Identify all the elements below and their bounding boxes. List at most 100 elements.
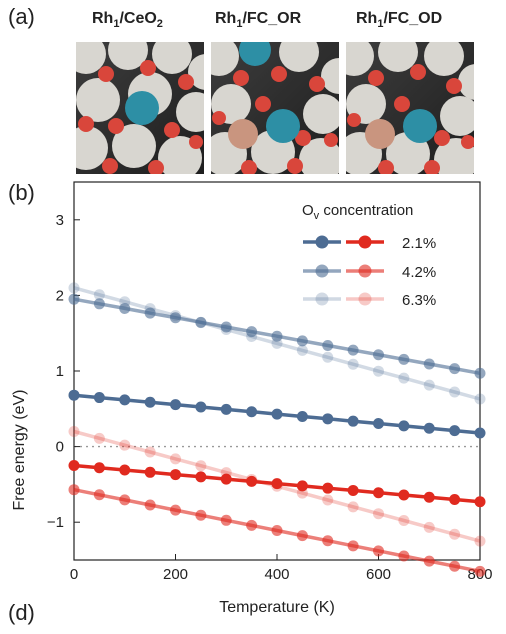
data-point-blue-4.2% [220,321,232,333]
x-tick-label: 600 [366,566,391,583]
data-point-blue-2.1% [144,396,156,408]
data-point-blue-2.1% [220,403,232,415]
data-point-blue-6.3% [93,289,105,301]
legend-marker-blue-2.1% [315,235,329,249]
data-point-red-2.1% [398,489,410,501]
data-point-blue-4.2% [246,326,258,338]
data-point-red-6.3% [93,432,105,444]
data-point-blue-2.1% [246,406,258,418]
legend-label-2.1: 2.1% [402,235,436,252]
data-point-blue-6.3% [474,393,486,405]
series-line-blue-6.3% [73,286,481,401]
structure-image-fc-or [211,42,339,174]
data-point-blue-4.2% [170,312,181,324]
legend: Ov concentration 2.1% 4.2% 6.3% [302,202,436,309]
x-tick-label: 400 [264,566,289,583]
data-point-red-2.1% [68,460,80,471]
data-point-red-4.2% [322,535,334,547]
data-point-red-4.2% [373,545,384,557]
data-point-red-4.2% [423,555,435,567]
data-point-blue-6.3% [322,351,334,363]
data-point-red-6.3% [144,446,156,458]
legend-marker-blue-4.2% [315,264,329,278]
data-point-blue-2.1% [271,408,283,420]
data-point-red-4.2% [144,499,156,511]
data-point-red-4.2% [398,550,410,562]
data-point-red-4.2% [119,494,131,506]
data-point-red-2.1% [373,487,384,499]
data-point-blue-2.1% [423,422,435,434]
data-point-blue-4.2% [68,293,80,305]
y-tick-label: 2 [56,287,64,304]
series-line-red-6.3% [73,429,481,543]
y-axis-title: Free energy (eV) [11,390,28,511]
legend-marker-blue-6.3% [315,292,329,306]
data-point-red-2.1% [423,491,435,503]
panel-b-label: (b) [8,180,35,205]
data-point-blue-6.3% [246,330,258,342]
data-point-red-6.3% [398,515,410,527]
data-point-blue-4.2% [474,367,486,379]
data-point-blue-2.1% [322,413,334,425]
data-point-red-4.2% [170,504,181,516]
data-point-blue-4.2% [398,353,410,365]
x-tick-label: 0 [70,566,78,583]
data-point-red-2.1% [119,464,131,476]
panel-d-label: (d) [8,600,35,625]
structure-image-fc-od [346,42,474,174]
data-point-red-2.1% [246,475,258,487]
data-point-red-4.2% [68,484,80,496]
data-point-red-4.2% [347,540,359,552]
data-point-blue-4.2% [144,307,156,319]
structure-title-fc-od: Rh1/FC_OD [356,10,443,31]
data-point-red-2.1% [170,469,181,481]
data-point-blue-6.3% [423,379,435,391]
data-point-blue-2.1% [93,392,105,404]
panel-a-label: (a) [8,4,35,29]
data-point-red-4.2% [220,514,232,526]
legend-title: Ov concentration [302,202,413,222]
data-point-red-6.3% [347,501,359,513]
data-point-blue-2.1% [170,399,181,411]
data-point-red-4.2% [271,525,283,537]
data-point-blue-2.1% [398,420,410,432]
data-point-red-6.3% [474,535,486,547]
data-point-red-2.1% [296,480,308,492]
data-point-blue-2.1% [474,427,486,439]
data-point-blue-2.1% [68,389,80,401]
data-point-blue-6.3% [296,344,308,356]
data-point-red-4.2% [296,530,308,542]
data-point-blue-4.2% [271,330,283,342]
data-point-blue-4.2% [93,298,105,310]
data-point-red-2.1% [144,466,156,478]
data-point-red-2.1% [93,462,105,474]
data-point-blue-2.1% [119,394,131,406]
data-point-blue-6.3% [373,365,384,377]
data-point-blue-6.3% [271,337,283,349]
data-point-blue-2.1% [373,418,384,430]
structure-title-fc-or: Rh1/FC_OR [215,10,302,31]
data-point-red-2.1% [271,478,283,490]
data-point-blue-2.1% [195,401,207,413]
data-point-blue-2.1% [347,415,359,427]
data-point-red-6.3% [296,487,308,499]
x-tick-label: 200 [163,566,188,583]
data-point-blue-6.3% [68,282,80,294]
data-point-red-6.3% [68,425,80,437]
data-point-red-4.2% [195,509,207,521]
data-point-red-6.3% [423,521,435,533]
data-point-red-2.1% [474,496,486,508]
data-point-red-6.3% [170,453,181,465]
data-point-red-4.2% [93,489,105,501]
structure-image-ceo2 [76,42,204,174]
data-point-blue-6.3% [347,358,359,370]
data-point-blue-2.1% [449,425,461,437]
data-point-blue-6.3% [144,303,156,315]
data-point-red-6.3% [119,439,131,451]
data-point-red-6.3% [449,528,461,540]
data-point-blue-2.1% [296,410,308,422]
data-point-red-2.1% [322,482,334,494]
y-tick-label: −1 [47,514,64,531]
data-point-blue-4.2% [296,335,308,347]
